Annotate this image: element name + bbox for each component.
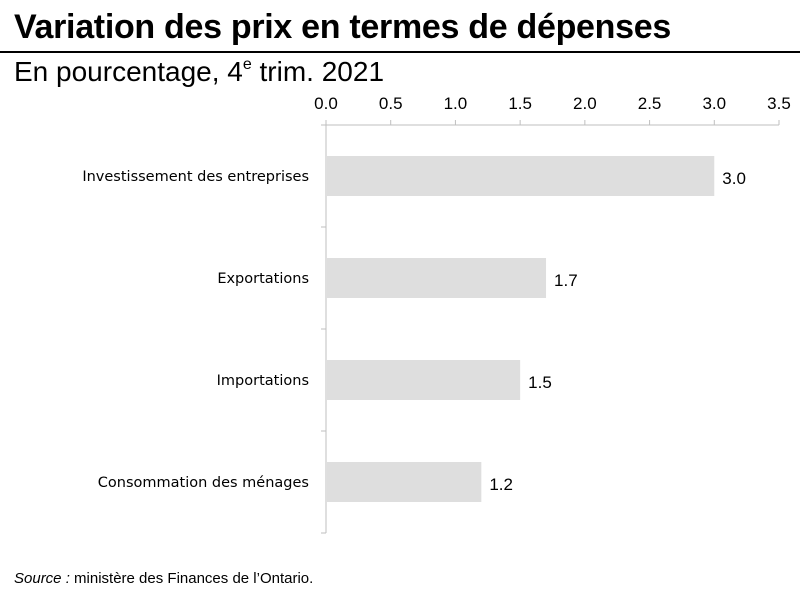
title-divider [0, 51, 800, 53]
chart-subtitle: En pourcentage, 4e trim. 2021 [14, 56, 384, 88]
bar [327, 462, 482, 502]
x-tick-label: 0.5 [379, 94, 403, 113]
x-tick-label: 2.0 [573, 94, 597, 113]
chart-title: Variation des prix en termes de dépenses [14, 8, 671, 46]
x-tick-label: 3.0 [702, 94, 726, 113]
bar [327, 258, 547, 298]
bar [327, 360, 521, 400]
subtitle-superscript: e [242, 56, 252, 73]
bar [327, 156, 715, 196]
source-text: ministère des Finances de l’Ontario. [69, 570, 314, 587]
subtitle-suffix: trim. 2021 [251, 56, 385, 87]
x-tick-label: 0.0 [314, 94, 338, 113]
data-label: 3.0 [722, 169, 746, 188]
data-label: 1.5 [528, 373, 552, 392]
category-label: Investissement des entreprises [82, 169, 309, 185]
category-label: Consommation des ménages [98, 475, 309, 491]
category-label: Exportations [217, 271, 309, 287]
x-tick-label: 2.5 [638, 94, 662, 113]
x-tick-label: 1.5 [508, 94, 532, 113]
source-label: Source : [14, 570, 70, 587]
data-label: 1.7 [554, 271, 578, 290]
subtitle-prefix: En pourcentage, 4 [14, 56, 243, 87]
category-label: Importations [217, 373, 309, 389]
data-label: 1.2 [489, 475, 513, 494]
source-note: Source : ministère des Finances de l’Ont… [14, 570, 313, 587]
x-tick-label: 3.5 [767, 94, 791, 113]
x-tick-label: 1.0 [444, 94, 468, 113]
